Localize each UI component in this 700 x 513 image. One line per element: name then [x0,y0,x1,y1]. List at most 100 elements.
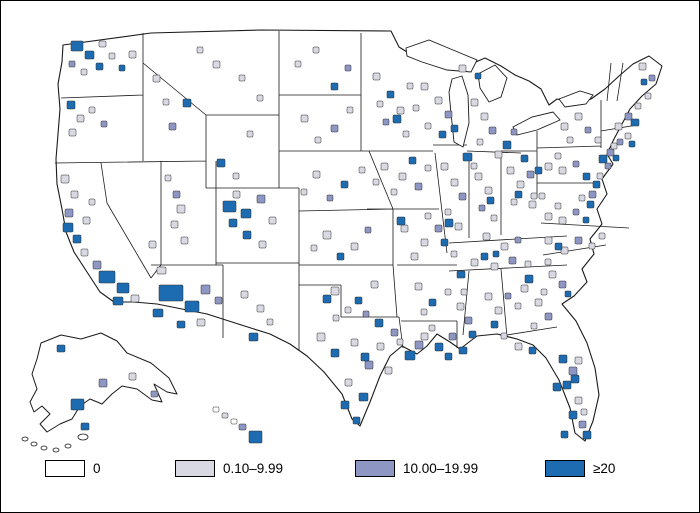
county-mark [332,314,340,322]
county-mark [490,262,499,271]
county-mark [450,124,459,133]
county-mark [266,318,274,326]
county-mark [152,308,164,318]
county-mark [230,418,238,425]
county-mark [438,130,447,139]
legend-item-high: ≥20 [545,458,615,478]
county-mark [624,132,632,140]
county-mark [534,166,543,175]
county-mark [242,230,252,240]
county-mark [380,162,389,171]
county-mark [246,130,254,138]
county-mark [578,194,586,202]
county-mark [558,166,567,175]
county-mark [384,366,393,375]
county-mark [558,216,567,225]
county-mark [502,140,512,150]
county-mark [150,390,159,398]
county-mark [80,68,88,76]
county-mark [630,118,640,127]
county-mark [344,306,352,314]
county-mark [544,162,553,171]
state-borders [54,31,638,351]
legend-swatch-high [545,459,585,477]
county-mark [358,392,369,402]
county-mark [82,216,91,225]
county-mark [258,240,267,249]
county-mark [88,198,96,206]
county-mark [548,270,557,279]
county-mark [256,94,264,102]
county-mark [484,186,493,195]
county-mark [640,78,648,86]
county-mark [100,120,108,128]
county-mark [346,106,354,114]
county-mark [80,422,90,431]
county-mark [340,180,349,189]
county-mark [454,222,463,231]
county-mark [560,430,569,439]
county-mark [520,154,529,163]
county-mark [420,332,429,341]
county-mark [336,252,345,261]
kodiak-island [77,433,89,441]
county-mark [540,288,548,296]
county-mark [390,188,398,196]
county-mark [510,198,518,206]
county-mark [560,122,569,131]
county-mark [414,340,424,350]
county-mark [62,222,74,233]
county-mark [312,46,320,54]
county-mark [376,342,385,351]
lake-erie [512,111,561,136]
county-mark [474,172,483,181]
legend-item-mid: 10.00–19.99 [355,458,478,478]
county-mark [372,178,380,186]
county-mark [350,338,359,347]
county-mark [406,82,414,90]
county-mark [580,408,588,416]
county-mark [420,82,429,91]
lake-ontario [558,90,594,108]
county-mark [458,64,467,73]
county-mark [612,154,620,162]
county-mark [364,360,374,370]
county-mark [514,342,523,351]
county-mark [440,162,449,171]
county-mark [172,190,181,199]
county-mark [118,64,126,72]
county-mark [420,238,429,247]
county-mark [628,140,636,148]
county-mark [582,216,590,224]
county-mark [644,92,652,100]
county-mark [330,124,339,133]
county-mark [488,126,497,135]
county-mark [98,378,108,388]
county-mark [56,344,66,353]
county-mark [616,138,624,146]
county-mark [196,318,206,327]
county-mark [572,208,580,216]
county-mark [476,138,484,146]
county-mark [506,166,515,175]
county-mark [382,118,390,126]
county-mark [72,234,82,244]
county-mark [560,246,569,255]
county-mark [568,366,578,376]
county-mark [156,266,167,275]
county-mark [458,192,467,201]
county-mark [554,242,563,251]
county-mark [516,180,525,189]
county-mark [152,74,161,83]
county-mark [412,104,420,112]
us-county-map [21,29,663,453]
county-mark [128,50,137,59]
county-mark [586,200,595,209]
county-mark [212,406,220,413]
county-mark [354,296,363,305]
county-mark [240,290,249,299]
county-marks [56,40,656,444]
county-mark [478,204,486,212]
county-mark [584,126,592,134]
county-mark [504,292,512,300]
